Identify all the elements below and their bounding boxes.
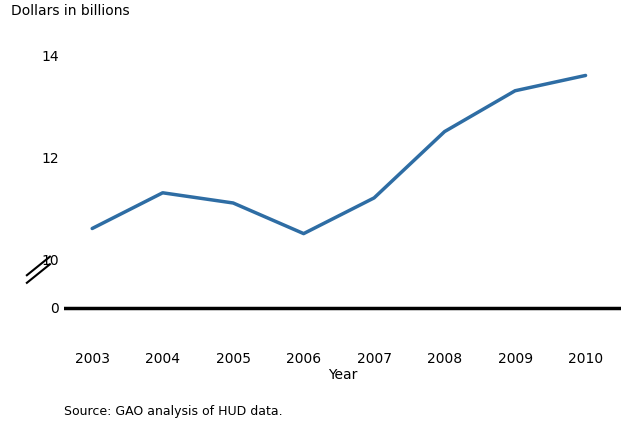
X-axis label: Year: Year [328,368,357,382]
Text: Source: GAO analysis of HUD data.: Source: GAO analysis of HUD data. [64,405,283,418]
Text: Dollars in billions: Dollars in billions [11,3,130,18]
